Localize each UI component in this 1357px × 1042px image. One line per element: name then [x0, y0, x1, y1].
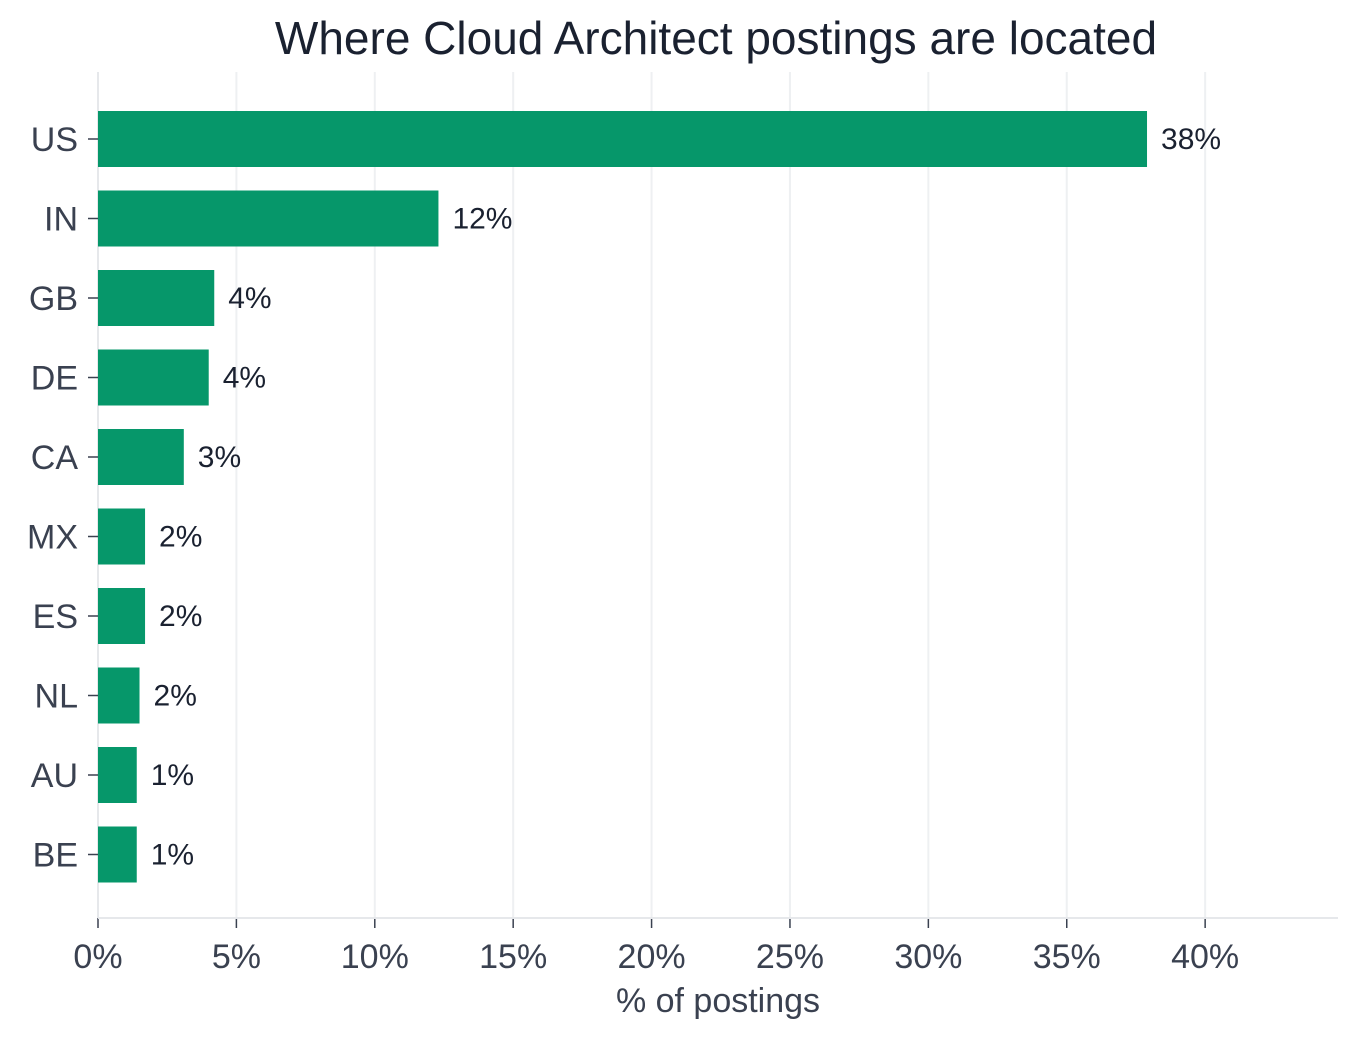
y-tick-label: CA — [31, 439, 79, 477]
y-tick-label: NL — [35, 678, 78, 716]
y-tick-label: US — [31, 121, 78, 159]
bar-de — [98, 349, 209, 406]
data-label: 38% — [1161, 123, 1221, 156]
bar-in — [98, 190, 439, 247]
bar-us — [98, 111, 1148, 167]
y-tick-label: MX — [27, 519, 78, 557]
data-label: 4% — [228, 282, 271, 315]
data-label: 2% — [159, 521, 202, 554]
x-axis-label: % of postings — [616, 982, 820, 1020]
data-labels: 38% 12% 4% 4% 3% 2% 2% 2% 1% 1% — [151, 123, 1221, 872]
data-label: 1% — [151, 759, 194, 792]
y-tick-label: GB — [29, 280, 78, 318]
bar-gb — [98, 270, 215, 326]
x-tick-label: 10% — [341, 938, 409, 976]
x-tick-label: 25% — [756, 938, 824, 976]
data-label: 2% — [154, 680, 197, 713]
x-tick-label: 5% — [212, 938, 261, 976]
y-tick-labels: US IN GB DE CA MX ES NL AU BE — [27, 121, 78, 875]
x-tick-label: 15% — [479, 938, 547, 976]
data-label: 1% — [151, 839, 194, 872]
bars — [98, 111, 1148, 883]
y-tick-label: DE — [31, 360, 78, 398]
data-label: 12% — [452, 203, 512, 236]
y-tick-label: AU — [31, 757, 78, 795]
x-tick-labels: 0% 5% 10% 15% 20% 25% 30% 35% 40% — [73, 938, 1239, 976]
y-tick-label: ES — [33, 598, 78, 636]
bar-be — [98, 826, 137, 883]
y-tick-label: BE — [33, 837, 78, 875]
x-tick-label: 0% — [73, 938, 122, 976]
data-label: 2% — [159, 600, 202, 633]
bar-mx — [98, 508, 146, 565]
x-tick-label: 20% — [618, 938, 686, 976]
y-tick-label: IN — [44, 201, 78, 239]
bar-ca — [98, 429, 184, 485]
x-tick-label: 30% — [894, 938, 962, 976]
data-label: 3% — [198, 441, 241, 474]
bar-au — [98, 747, 137, 803]
bar-es — [98, 588, 146, 644]
chart-title: Where Cloud Architect postings are locat… — [275, 12, 1157, 64]
x-tick-label: 35% — [1033, 938, 1101, 976]
bar-nl — [98, 667, 140, 724]
x-tick-label: 40% — [1171, 938, 1239, 976]
data-label: 4% — [223, 362, 266, 395]
